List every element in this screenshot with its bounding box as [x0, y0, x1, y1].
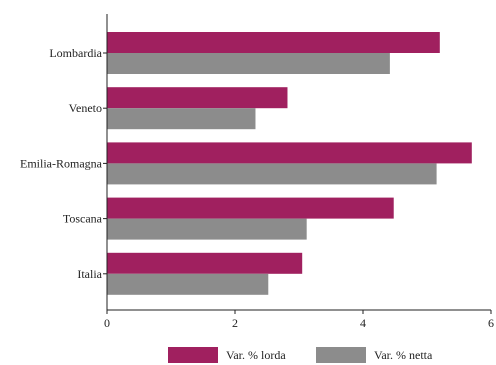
- bar-lorda: [107, 87, 288, 109]
- bars-layer: [107, 32, 472, 295]
- bar-netta: [107, 218, 307, 240]
- bar-netta: [107, 273, 269, 295]
- bar-netta: [107, 108, 256, 130]
- category-label: Emilia-Romagna: [20, 156, 103, 170]
- x-tick-label: 2: [232, 316, 238, 330]
- category-labels: Lombardia Veneto Emilia-Romagna Toscana Ital…: [20, 46, 103, 281]
- bar-netta: [107, 163, 437, 185]
- x-tick-label: 0: [104, 316, 110, 330]
- axes-layer: 0 2 4 6: [103, 14, 494, 330]
- legend-swatch: [316, 347, 366, 363]
- category-label: Toscana: [63, 212, 103, 226]
- bar-lorda: [107, 252, 303, 274]
- category-label: Italia: [77, 267, 102, 281]
- x-tick-label: 4: [360, 316, 366, 330]
- bar-lorda: [107, 142, 472, 164]
- legend-label: Var. % netta: [374, 348, 433, 362]
- bar-lorda: [107, 197, 394, 219]
- legend-label: Var. % lorda: [226, 348, 286, 362]
- category-label: Lombardia: [49, 46, 102, 60]
- legend: Var. % lorda Var. % netta: [168, 347, 433, 363]
- category-label: Veneto: [69, 101, 102, 115]
- bar-netta: [107, 53, 390, 74]
- bar-lorda: [107, 32, 440, 53]
- x-tick-label: 6: [488, 316, 494, 330]
- legend-swatch: [168, 347, 218, 363]
